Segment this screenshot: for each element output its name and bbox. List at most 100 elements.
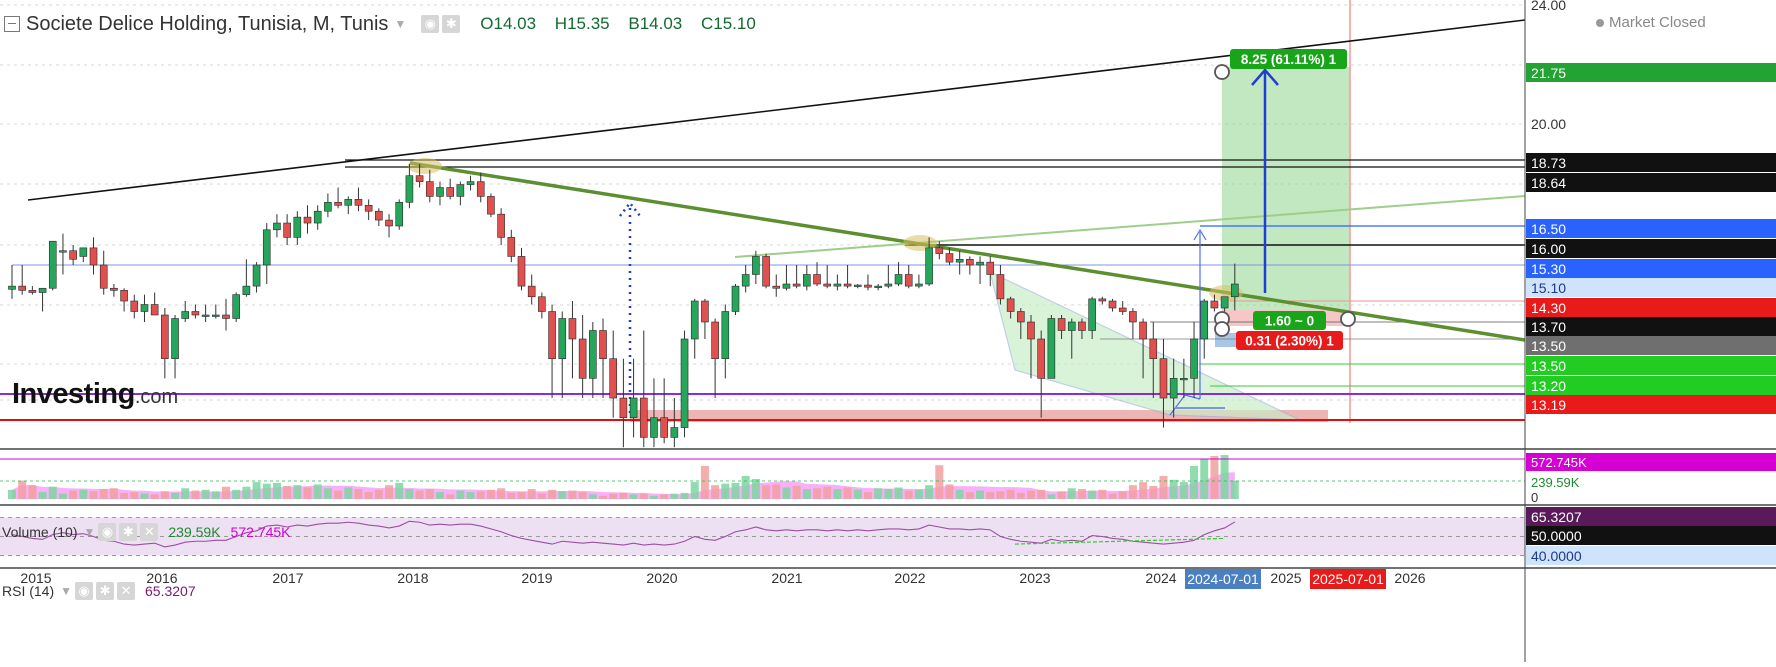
candle-body xyxy=(874,285,882,288)
touch-highlight xyxy=(408,158,442,174)
candle xyxy=(1027,315,1035,379)
price-label-bg xyxy=(1526,278,1776,297)
candle-body xyxy=(212,314,220,317)
volume-bar xyxy=(272,482,281,499)
candle-body xyxy=(609,358,618,399)
candle xyxy=(1180,358,1188,399)
candle-body xyxy=(762,256,770,287)
volume-bar xyxy=(599,495,608,499)
candle xyxy=(252,262,261,293)
volume-bar xyxy=(996,491,1005,499)
candle-body xyxy=(28,290,37,293)
chevron-down-icon[interactable]: ▼ xyxy=(83,525,96,539)
candle xyxy=(558,311,567,399)
volume-bar xyxy=(109,488,118,499)
candle-body xyxy=(731,285,740,312)
gear-icon[interactable]: ✱ xyxy=(442,15,461,33)
volume-bar xyxy=(639,493,648,499)
volume-bar xyxy=(252,482,261,499)
chevron-down-icon[interactable]: ▼ xyxy=(394,17,407,31)
volume-axis-bg xyxy=(1526,453,1776,471)
price-label-bg xyxy=(1526,239,1776,258)
candle xyxy=(690,298,699,359)
stop-annotation-text: 0.31 (2.30%) 1 xyxy=(1245,334,1334,349)
volume-bar xyxy=(313,484,322,499)
volume-bar xyxy=(1098,489,1107,499)
volume-bar xyxy=(935,465,944,499)
candle-body xyxy=(497,213,505,238)
close-icon[interactable]: ✕ xyxy=(117,582,136,600)
collapse-icon[interactable] xyxy=(4,16,20,32)
candle-body xyxy=(823,283,832,287)
volume-bar xyxy=(537,493,546,499)
eye-icon[interactable]: ◉ xyxy=(98,523,117,541)
price-label-bg xyxy=(1526,219,1776,238)
candle xyxy=(568,301,577,379)
candle-body xyxy=(242,285,251,295)
volume-bar xyxy=(201,489,210,499)
logo-brand: Investing xyxy=(12,378,135,410)
candle xyxy=(517,247,526,291)
date-marker-bg xyxy=(1185,569,1261,589)
gear-icon[interactable]: ✱ xyxy=(96,582,115,600)
rsi-axis-label: 65.3207 xyxy=(1526,507,1776,526)
candle-body xyxy=(283,222,291,238)
volume-bar xyxy=(568,490,577,499)
candle-body xyxy=(446,187,454,197)
rsi-axis-text: 50.0000 xyxy=(1531,528,1582,544)
eye-icon[interactable]: ◉ xyxy=(75,582,94,600)
date-marker: 2025-07-01 xyxy=(1310,569,1386,589)
candle xyxy=(1139,318,1147,379)
candle xyxy=(375,208,383,226)
candle-body xyxy=(262,229,271,266)
candle-body xyxy=(792,283,801,287)
candle xyxy=(1088,296,1096,339)
volume-bar xyxy=(629,494,638,499)
volume-axis-text: 239.59K xyxy=(1531,475,1580,490)
candle xyxy=(38,287,47,312)
volume-bar xyxy=(405,489,414,499)
candle-body xyxy=(425,181,434,197)
candle xyxy=(589,322,597,399)
candle-body xyxy=(1017,311,1025,323)
close-icon[interactable]: ✕ xyxy=(140,523,159,541)
candle-body xyxy=(517,256,526,287)
candle xyxy=(59,233,67,275)
candle-body xyxy=(201,314,210,317)
candle xyxy=(762,253,770,289)
candle-body xyxy=(670,427,679,438)
volume-bar xyxy=(527,489,536,499)
candle-body xyxy=(48,240,57,289)
volume-bar xyxy=(385,485,394,499)
candle-body xyxy=(986,261,995,275)
candle-body xyxy=(69,250,77,260)
volume-bar xyxy=(1179,482,1188,499)
volume-bar xyxy=(965,492,974,499)
candle xyxy=(415,163,424,188)
chevron-down-icon[interactable]: ▼ xyxy=(60,584,73,598)
volume-bar xyxy=(1159,475,1168,499)
candle-body xyxy=(568,318,577,340)
volume-bar xyxy=(874,488,883,499)
volume-bar xyxy=(700,465,709,499)
candle-body xyxy=(161,314,169,359)
price-label-bg xyxy=(1526,336,1776,355)
candle xyxy=(1210,294,1219,312)
volume-bar xyxy=(79,489,88,499)
candle xyxy=(864,274,872,291)
eye-icon[interactable]: ◉ xyxy=(421,15,440,33)
gear-icon[interactable]: ✱ xyxy=(119,523,138,541)
price-label: 18.64 xyxy=(1526,173,1776,192)
volume-bar xyxy=(466,492,475,499)
rsi-value: 65.3207 xyxy=(145,583,196,599)
descending-trend-line xyxy=(409,161,1526,342)
candle-body xyxy=(1037,338,1045,379)
volume-bar xyxy=(1077,489,1086,499)
candle-body xyxy=(1210,300,1219,309)
candle-body xyxy=(507,237,516,257)
price-label-bg xyxy=(1526,298,1776,317)
volume-panel-legend: Volume (10) ▼ ◉ ✱ ✕ 239.59K 572.745K xyxy=(2,522,291,542)
volume-bar xyxy=(986,492,995,499)
candle xyxy=(313,205,322,230)
candle-body xyxy=(741,274,750,287)
